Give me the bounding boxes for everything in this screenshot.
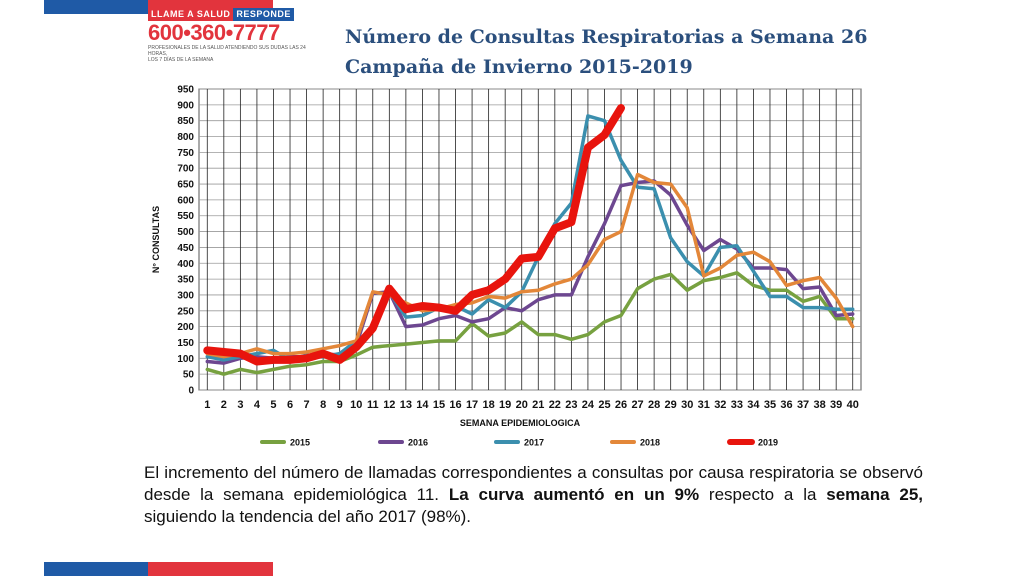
y-tick-label: 100 bbox=[177, 354, 194, 365]
x-tick-label: 9 bbox=[337, 399, 343, 411]
series-line-2015 bbox=[205, 271, 855, 376]
x-tick-label: 34 bbox=[747, 399, 760, 411]
x-tick-label: 33 bbox=[731, 399, 743, 411]
x-tick-label: 19 bbox=[499, 399, 511, 411]
x-tick-label: 31 bbox=[698, 399, 710, 411]
bottom-accent-red bbox=[148, 562, 273, 576]
caption-paragraph: El incremento del número de llamadas cor… bbox=[144, 462, 923, 528]
legend-label-2015: 2015 bbox=[290, 438, 310, 448]
caption-part-1: El incremento del número de llamadas cor… bbox=[144, 463, 923, 504]
plot-area bbox=[198, 88, 862, 391]
caption-part-2: respecto a la bbox=[699, 485, 827, 504]
x-axis-label: SEMANA EPIDEMIOLOGICA bbox=[460, 418, 581, 428]
y-tick-label: 400 bbox=[177, 259, 194, 270]
x-tick-label: 12 bbox=[383, 399, 395, 411]
series-line-2019 bbox=[203, 104, 625, 366]
legend-label-2018: 2018 bbox=[640, 438, 660, 448]
y-tick-label: 750 bbox=[177, 148, 194, 159]
respiratory-consultations-chart: 0 50 100 150 200 250 300 350 400 450 500 550 600 650 7… bbox=[151, 85, 862, 448]
y-tick-label: 800 bbox=[177, 132, 194, 143]
y-tick-label: 0 bbox=[188, 386, 194, 397]
page-title-line-2: Campaña de Invierno 2015-2019 bbox=[345, 56, 693, 78]
x-tick-label: 5 bbox=[270, 399, 276, 411]
x-tick-label: 30 bbox=[681, 399, 693, 411]
logo-tagline-2: LOS 7 DÍAS DE LA SEMANA bbox=[148, 57, 214, 63]
x-tick-label: 24 bbox=[582, 399, 595, 411]
y-tick-label: 950 bbox=[177, 85, 194, 96]
legend-label-2017: 2017 bbox=[524, 438, 544, 448]
y-tick-label: 50 bbox=[183, 370, 195, 381]
x-tick-label: 37 bbox=[797, 399, 809, 411]
x-tick-label: 10 bbox=[350, 399, 362, 411]
x-tick-label: 3 bbox=[237, 399, 243, 411]
x-tick-label: 20 bbox=[516, 399, 528, 411]
y-tick-label: 350 bbox=[177, 275, 194, 286]
logo-band-left: LLAME A SALUD bbox=[148, 8, 234, 21]
top-accent-blue bbox=[44, 0, 148, 14]
x-tick-label: 32 bbox=[714, 399, 726, 411]
x-tick-label: 21 bbox=[532, 399, 544, 411]
x-tick-label: 18 bbox=[483, 399, 495, 411]
logo-tagline-1: PROFESIONALES DE LA SALUD ATENDIENDO SUS… bbox=[148, 45, 306, 57]
x-tick-label: 13 bbox=[400, 399, 412, 411]
series-line-2018 bbox=[205, 172, 855, 359]
logo-phone: 600•360•7777 bbox=[148, 20, 280, 45]
y-tick-label: 500 bbox=[177, 227, 194, 238]
logo-band: LLAME A SALUD RESPONDE bbox=[148, 8, 308, 21]
x-tick-label: 29 bbox=[665, 399, 677, 411]
y-tick-label: 700 bbox=[177, 164, 194, 175]
x-tick-label: 26 bbox=[615, 399, 627, 411]
x-tick-label: 38 bbox=[814, 399, 826, 411]
x-tick-label: 40 bbox=[847, 399, 859, 411]
x-tick-label: 28 bbox=[648, 399, 660, 411]
y-tick-label: 600 bbox=[177, 195, 194, 206]
x-tick-label: 39 bbox=[830, 399, 842, 411]
logo-band-right: RESPONDE bbox=[233, 8, 294, 21]
y-tick-label: 450 bbox=[177, 243, 194, 254]
y-tick-label: 200 bbox=[177, 322, 194, 333]
x-tick-label: 2 bbox=[221, 399, 227, 411]
x-tick-label: 7 bbox=[304, 399, 310, 411]
page-title: Número de Consultas Respiratorias a Sema… bbox=[345, 22, 867, 82]
caption-bold-2: semana 25, bbox=[826, 485, 923, 504]
y-tick-label: 250 bbox=[177, 306, 194, 317]
y-axis-label: N° CONSULTAS bbox=[151, 206, 161, 273]
x-tick-label: 16 bbox=[449, 399, 461, 411]
y-tick-label: 900 bbox=[177, 100, 194, 111]
legend-label-2016: 2016 bbox=[408, 438, 428, 448]
x-tick-label: 27 bbox=[631, 399, 643, 411]
x-tick-label: 17 bbox=[466, 399, 478, 411]
y-tick-label: 850 bbox=[177, 116, 194, 127]
x-tick-label: 1 bbox=[204, 399, 210, 411]
x-tick-label: 14 bbox=[416, 399, 429, 411]
y-tick-label: 150 bbox=[177, 338, 194, 349]
y-tick-label: 300 bbox=[177, 290, 194, 301]
x-tick-label: 22 bbox=[549, 399, 561, 411]
x-tick-label: 8 bbox=[320, 399, 326, 411]
caption-part-3: siguiendo la tendencia del año 2017 (98%… bbox=[144, 507, 472, 526]
x-tick-label: 15 bbox=[433, 399, 445, 411]
x-tick-label: 23 bbox=[565, 399, 577, 411]
caption-bold-1: La curva aumentó en un 9% bbox=[448, 485, 700, 504]
page-title-line-1: Número de Consultas Respiratorias a Sema… bbox=[345, 26, 868, 48]
y-tick-label: 550 bbox=[177, 211, 194, 222]
bottom-accent-blue bbox=[44, 562, 148, 576]
y-tick-label: 650 bbox=[177, 180, 194, 191]
x-tick-label: 35 bbox=[764, 399, 776, 411]
x-tick-label: 4 bbox=[254, 399, 261, 411]
legend-label-2019: 2019 bbox=[758, 438, 778, 448]
x-tick-label: 25 bbox=[598, 399, 610, 411]
salud-responde-logo: LLAME A SALUD RESPONDE 600•360•7777 PROF… bbox=[148, 8, 308, 64]
x-tick-label: 36 bbox=[780, 399, 792, 411]
x-tick-label: 11 bbox=[367, 399, 379, 411]
x-tick-label: 6 bbox=[287, 399, 293, 411]
